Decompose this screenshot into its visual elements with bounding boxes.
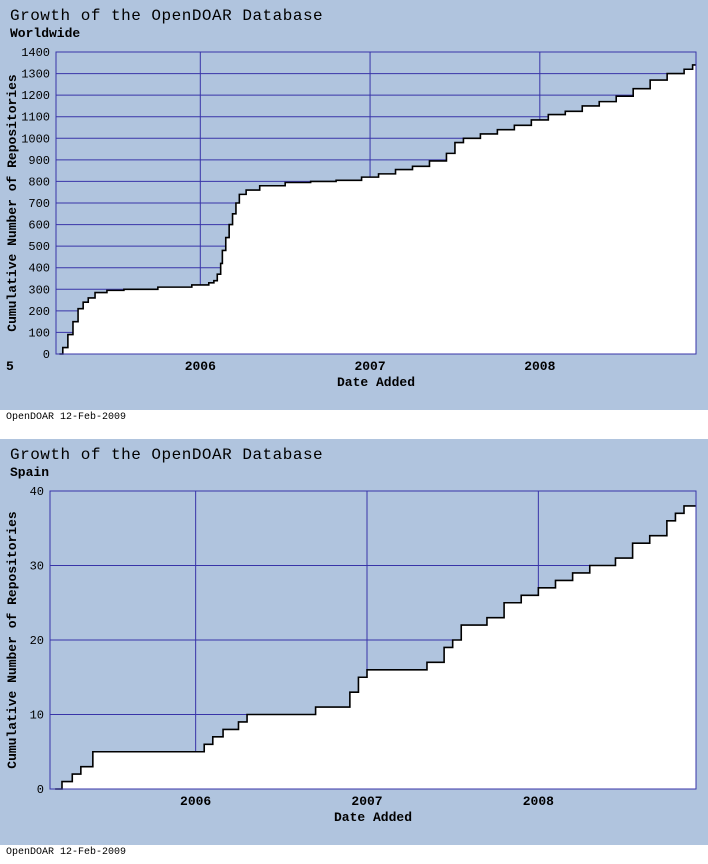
x-tick-label: 2006	[185, 359, 216, 374]
x-tick-label-trunc: 5	[6, 359, 14, 374]
y-axis-label: Cumulative Number of Repositories	[5, 511, 20, 769]
x-axis-label: Date Added	[334, 810, 412, 825]
y-tick-label: 500	[28, 240, 50, 254]
x-tick-label: 2006	[180, 794, 211, 809]
y-tick-label: 800	[28, 175, 50, 189]
y-tick-label: 100	[28, 326, 50, 340]
y-tick-label: 1100	[21, 111, 50, 125]
y-tick-label: 30	[30, 560, 44, 574]
chart-svg: 0 100 200 300 400 500 600 700 800 900 1000 1100 1200…	[0, 0, 708, 410]
y-tick-label: 200	[28, 305, 50, 319]
y-axis-label: Cumulative Number of Repositories	[5, 74, 20, 332]
chart-footer: OpenDOAR 12-Feb-2009	[0, 845, 708, 864]
y-tick-label: 300	[28, 283, 50, 297]
y-tick-label: 1400	[21, 46, 50, 60]
x-tick-label: 2008	[523, 794, 554, 809]
y-tick-label: 700	[28, 197, 50, 211]
x-tick-label: 2007	[354, 359, 385, 374]
y-tick-label: 1000	[21, 132, 50, 146]
y-tick-label: 40	[30, 485, 44, 499]
chart-footer: OpenDOAR 12-Feb-2009	[0, 410, 708, 429]
chart-panel-worldwide: Growth of the OpenDOAR DatabaseWorldwide…	[0, 0, 708, 410]
x-tick-label: 2008	[524, 359, 555, 374]
x-tick-label: 2007	[351, 794, 382, 809]
y-tick-label: 0	[43, 348, 50, 362]
panel-gap	[0, 429, 708, 439]
y-tick-label: 20	[30, 634, 44, 648]
y-tick-label: 1200	[21, 89, 50, 103]
y-tick-label: 1300	[21, 68, 50, 82]
x-axis-label: Date Added	[337, 375, 415, 390]
y-tick-label: 0	[37, 783, 44, 797]
y-tick-label: 10	[30, 709, 44, 723]
y-tick-label: 400	[28, 262, 50, 276]
chart-panel-spain: Growth of the OpenDOAR DatabaseSpain0102…	[0, 439, 708, 845]
chart-svg: 0 10 20 30 40 2006 2007 2008 Date Added Cumulativ…	[0, 439, 708, 845]
y-tick-label: 900	[28, 154, 50, 168]
y-tick-label: 600	[28, 219, 50, 233]
